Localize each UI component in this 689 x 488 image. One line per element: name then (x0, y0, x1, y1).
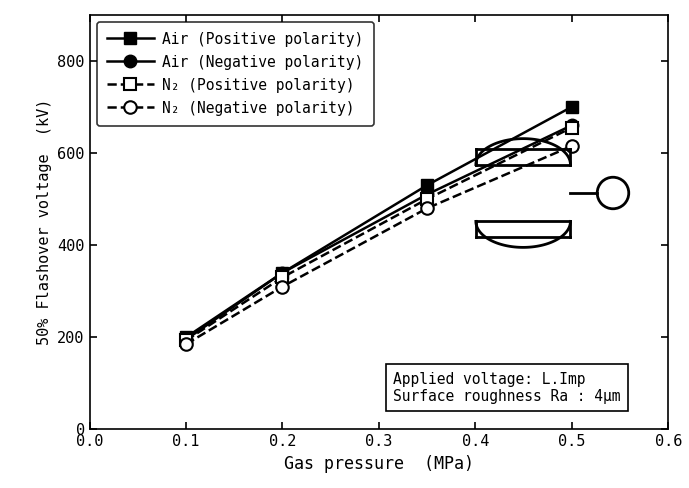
Legend: Air (Positive polarity), Air (Negative polarity), N₂ (Positive polarity), N₂ (Ne: Air (Positive polarity), Air (Negative p… (97, 22, 374, 126)
Y-axis label: 50% Flashover voltage  (kV): 50% Flashover voltage (kV) (37, 99, 52, 345)
Text: Applied voltage: L.Imp
Surface roughness Ra : 4μm: Applied voltage: L.Imp Surface roughness… (393, 372, 621, 404)
X-axis label: Gas pressure  (MPa): Gas pressure (MPa) (284, 455, 474, 473)
